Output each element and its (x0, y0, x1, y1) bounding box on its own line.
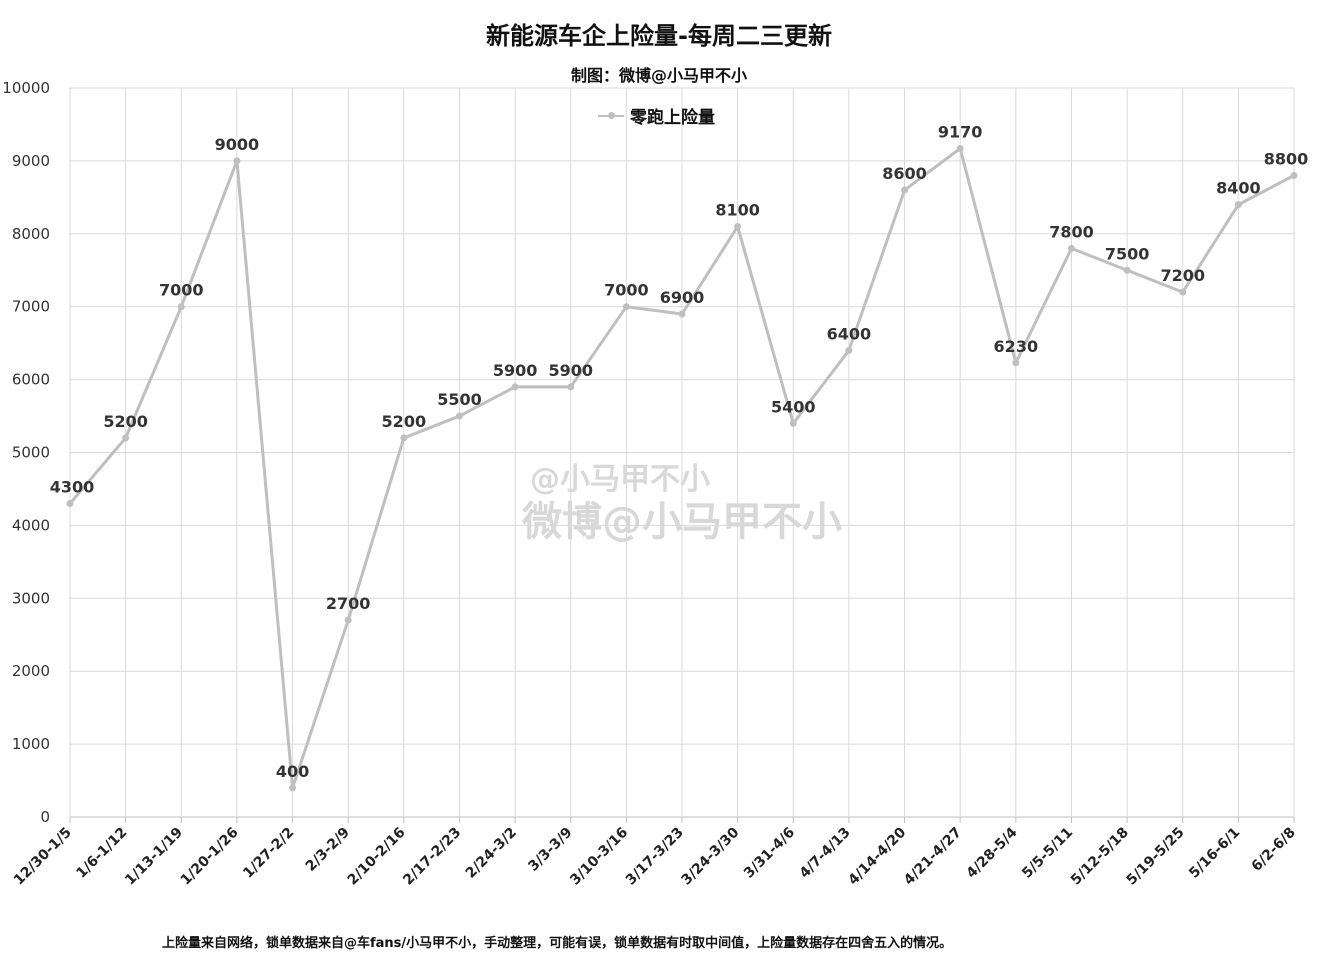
data-label: 5200 (382, 412, 427, 431)
x-tick-label: 1/20-1/26 (178, 825, 242, 889)
data-label: 5400 (771, 397, 816, 416)
x-tick-label: 5/12-5/18 (1068, 825, 1132, 889)
data-point (400, 434, 408, 442)
y-tick-label: 4000 (12, 516, 50, 534)
y-tick-label: 5000 (12, 444, 50, 462)
data-point (901, 186, 909, 194)
data-label: 6400 (827, 324, 872, 343)
data-point (511, 383, 519, 391)
data-label: 400 (276, 762, 309, 781)
x-tick-label: 4/21-4/27 (901, 825, 965, 889)
data-label: 5900 (548, 361, 593, 380)
data-label: 4300 (50, 478, 95, 497)
data-point (1179, 288, 1187, 296)
data-point (734, 223, 742, 231)
data-label: 8600 (882, 164, 927, 183)
x-tick-label: 2/24-3/2 (463, 825, 520, 882)
y-tick-label: 2000 (12, 662, 50, 680)
data-point (66, 500, 74, 508)
data-label: 8100 (715, 201, 760, 220)
data-label: 8400 (1216, 179, 1261, 198)
data-point (1234, 201, 1242, 209)
data-point (1012, 359, 1020, 367)
data-point (622, 303, 630, 311)
chart-title: 新能源车企上险量-每周二三更新 (486, 22, 832, 50)
x-tick-label: 4/14-4/20 (845, 824, 909, 888)
data-point (177, 303, 185, 311)
x-tick-label: 3/24-3/30 (678, 824, 742, 888)
x-tick-label: 5/5-5/11 (1019, 825, 1076, 882)
x-tick-label: 3/31-4/6 (741, 825, 798, 882)
legend: 零跑上险量 (598, 103, 715, 128)
x-tick-label: 4/7-4/13 (797, 825, 854, 882)
x-tick-label: 2/3-2/9 (303, 825, 353, 875)
data-label: 5200 (103, 412, 148, 431)
y-tick-label: 8000 (12, 225, 50, 243)
x-tick-label: 6/2-6/8 (1249, 825, 1299, 875)
legend-swatch (598, 111, 624, 119)
footnote: 上险量来自网络，锁单数据来自@车fans/小马甲不小，手动整理，可能有误，锁单数… (162, 936, 953, 951)
legend-label: 零跑上险量 (630, 108, 715, 128)
y-tick-label: 10000 (2, 79, 50, 97)
data-label: 7200 (1160, 266, 1205, 285)
data-label: 5500 (437, 390, 482, 409)
data-point (678, 310, 686, 318)
y-tick-label: 1000 (12, 735, 50, 753)
x-tick-label: 3/17-3/23 (623, 825, 687, 889)
x-tick-label: 5/16-6/1 (1186, 825, 1243, 882)
data-point (455, 412, 463, 420)
x-tick-label: 5/19-5/25 (1124, 825, 1188, 889)
data-point (289, 784, 297, 792)
data-label: 2700 (326, 594, 371, 613)
data-label: 5900 (493, 361, 538, 380)
x-tick-label: 12/30-1/5 (11, 825, 75, 889)
data-point (122, 434, 130, 442)
data-point (1067, 244, 1075, 252)
data-label: 8800 (1264, 149, 1309, 168)
data-label: 6900 (660, 288, 705, 307)
data-point (567, 383, 575, 391)
x-tick-label: 3/3-3/9 (525, 825, 575, 875)
x-tick-label: 3/10-3/16 (567, 825, 631, 889)
data-point (956, 145, 964, 153)
x-tick-label: 1/6-1/12 (73, 825, 130, 882)
y-tick-label: 3000 (12, 589, 50, 607)
x-tick-label: 2/17-2/23 (400, 825, 464, 889)
y-tick-label: 6000 (12, 371, 50, 389)
data-point (1123, 266, 1131, 274)
data-label: 7000 (604, 281, 649, 300)
data-label: 6230 (994, 337, 1039, 356)
y-tick-label: 9000 (12, 152, 50, 170)
data-point (845, 346, 853, 354)
data-point (233, 157, 241, 165)
y-tick-label: 7000 (12, 298, 50, 316)
data-label: 7800 (1049, 222, 1094, 241)
x-tick-label: 1/13-1/19 (122, 825, 186, 889)
x-tick-label: 2/10-2/16 (345, 825, 409, 889)
y-tick-label: 0 (40, 808, 50, 826)
x-tick-label: 1/27-2/2 (240, 825, 297, 882)
data-label: 9000 (215, 135, 260, 154)
data-label: 9170 (938, 123, 983, 142)
data-label: 7500 (1105, 244, 1150, 263)
x-tick-label: 4/28-5/4 (964, 824, 1021, 881)
data-point (1290, 171, 1298, 179)
chart-subtitle: 制图：微博@小马甲不小 (570, 66, 747, 85)
data-label: 7000 (159, 281, 204, 300)
data-point (789, 419, 797, 427)
data-point (344, 616, 352, 624)
